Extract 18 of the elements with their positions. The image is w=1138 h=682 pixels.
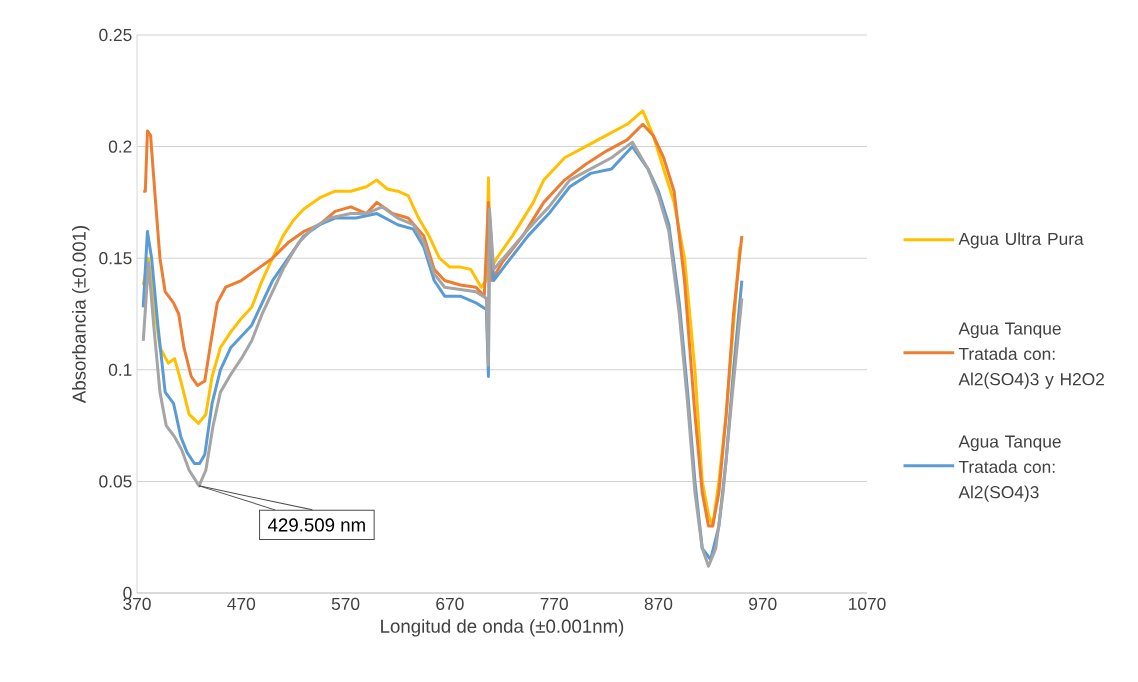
y-tick-label: 0.15 xyxy=(99,252,132,265)
y-tick-label: 0.2 xyxy=(108,140,132,153)
y-tick-label: 0.05 xyxy=(99,475,132,488)
annotation: 429.509 nm xyxy=(267,518,365,532)
x-tick-label: 570 xyxy=(331,597,360,610)
legend-label: Agua Ultra Pura xyxy=(958,232,1084,249)
x-tick-label: 1070 xyxy=(849,597,886,610)
legend-label: Agua Tanque Tratada con: Al2(SO4)3 xyxy=(958,435,1061,502)
y-axis-title: Absorbancia (±0.001) xyxy=(72,226,90,404)
x-axis-title: Longitud de onda (±0.001nm) xyxy=(381,619,624,637)
x-tick-label: 770 xyxy=(540,597,568,610)
y-tick-label: 0.1 xyxy=(108,363,132,376)
x-tick-label: 970 xyxy=(749,597,777,610)
y-tick-label: 0.25 xyxy=(99,28,132,42)
x-tick-label: 870 xyxy=(644,597,673,610)
x-tick-label: 670 xyxy=(436,597,464,610)
legend-label: Agua Tanque Tratada con: Al2(SO4)3 y H2O2 xyxy=(958,322,1104,389)
x-tick-label: 470 xyxy=(227,597,256,610)
